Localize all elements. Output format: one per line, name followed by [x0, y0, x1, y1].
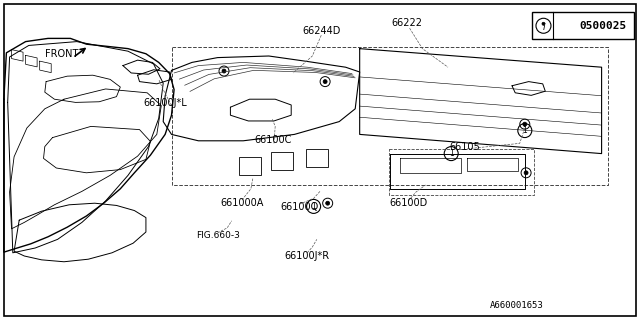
Text: 1: 1: [449, 149, 454, 158]
Text: 1: 1: [311, 202, 316, 211]
Bar: [271, 152, 292, 170]
Circle shape: [326, 201, 330, 205]
Text: 66100Q: 66100Q: [280, 202, 319, 212]
Text: 66100J*R: 66100J*R: [285, 251, 330, 261]
Bar: [306, 149, 328, 167]
Bar: [532, 12, 634, 39]
Circle shape: [524, 171, 528, 175]
Text: 1: 1: [522, 126, 527, 135]
Circle shape: [222, 69, 226, 73]
Text: i: i: [542, 23, 545, 32]
Text: 66100C: 66100C: [255, 135, 292, 145]
Circle shape: [523, 122, 527, 126]
Text: 66100J*L: 66100J*L: [143, 98, 187, 108]
Text: 66105: 66105: [449, 141, 480, 152]
Text: 66100D: 66100D: [389, 198, 428, 208]
Text: FRONT: FRONT: [45, 49, 78, 59]
Circle shape: [323, 80, 327, 84]
Text: 0500025: 0500025: [580, 21, 627, 31]
Text: FIG.660-3: FIG.660-3: [196, 231, 239, 240]
Text: A660001653: A660001653: [490, 301, 544, 310]
Text: 66222: 66222: [392, 18, 422, 28]
Bar: [239, 157, 260, 175]
Text: 661000A: 661000A: [220, 198, 264, 208]
Text: 66244D: 66244D: [302, 26, 340, 36]
Circle shape: [542, 22, 545, 25]
